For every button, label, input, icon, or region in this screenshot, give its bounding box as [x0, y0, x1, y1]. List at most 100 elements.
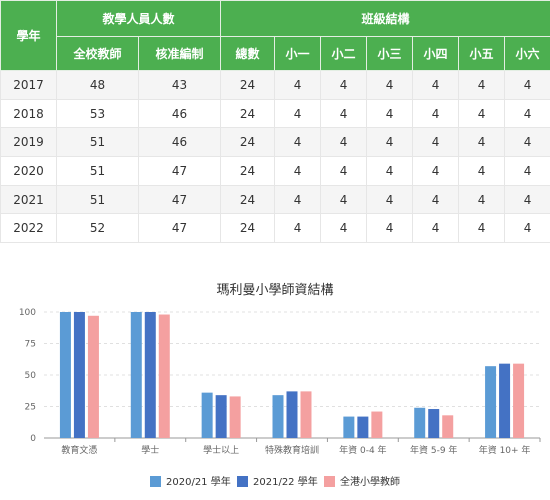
header-sub-col: 核准編制	[137, 36, 222, 71]
table-cell: 47	[137, 213, 222, 244]
table-cell: 4	[274, 184, 322, 215]
bar	[357, 416, 369, 438]
table-cell: 4	[458, 98, 506, 129]
table-cell: 46	[137, 98, 222, 129]
table-row: 2020 51 47 24 4 4 4 4 4 4	[0, 156, 550, 186]
header-year: 學年	[0, 0, 57, 71]
table-cell: 4	[504, 156, 550, 186]
teacher-qualification-chart: 瑪利曼小學師資結構 0 25 50 75 100 教育文憑 學士 學士以上 特殊教育培訓 年資 …	[19, 283, 541, 488]
x-tick-label: 年資 10+ 年	[479, 444, 531, 456]
year-cell: 2020	[0, 156, 57, 186]
table-cell: 24	[220, 156, 276, 186]
table-cell: 51	[56, 184, 139, 215]
year-cell: 2022	[0, 213, 57, 244]
bar	[286, 391, 298, 438]
chart-title: 瑪利曼小學師資結構	[216, 283, 333, 298]
table-cell: 4	[274, 98, 322, 129]
year-cell: 2021	[0, 184, 57, 215]
table-row: 2021 51 47 24 4 4 4 4 4 4	[0, 184, 550, 215]
table-cell: 47	[137, 156, 222, 186]
table-cell: 4	[412, 98, 460, 129]
table-row: 2022 52 47 24 4 4 4 4 4 4	[0, 213, 550, 244]
year-cell: 2019	[0, 127, 57, 158]
y-tick-label: 100	[19, 308, 36, 318]
header-teaching-staff: 教學人員人數	[55, 0, 222, 37]
legend-label: 2020/21 學年	[166, 475, 231, 488]
bar	[73, 312, 85, 438]
table-cell: 4	[504, 127, 550, 158]
bar	[144, 312, 156, 438]
table-cell: 4	[320, 156, 368, 186]
legend-swatch	[150, 476, 161, 487]
table-cell: 4	[274, 70, 322, 100]
x-tick-label: 教育文憑	[61, 444, 97, 456]
table-cell: 4	[366, 184, 414, 215]
table-cell: 4	[458, 127, 506, 158]
table-cell: 4	[458, 156, 506, 186]
table-cell: 4	[504, 213, 550, 244]
bar	[414, 407, 426, 438]
table-cell: 4	[366, 213, 414, 244]
table-cell: 53	[56, 98, 139, 129]
bar	[499, 363, 511, 438]
header-class-structure: 班級結構	[220, 0, 550, 37]
table-cell: 4	[504, 184, 550, 215]
table-cell: 4	[274, 156, 322, 186]
table-cell: 51	[56, 156, 139, 186]
y-tick-label: 75	[25, 340, 36, 350]
bar	[229, 396, 241, 438]
table-cell: 4	[412, 127, 460, 158]
bar	[130, 312, 142, 438]
table-cell: 24	[220, 213, 276, 244]
table-cell: 4	[366, 98, 414, 129]
header-sub-col: 小三	[366, 36, 414, 71]
table-cell: 43	[137, 70, 222, 100]
y-tick-label: 0	[30, 434, 36, 444]
table-cell: 24	[220, 127, 276, 158]
bar	[87, 315, 99, 438]
legend-label: 全港小學教師	[340, 475, 400, 488]
bar	[343, 416, 355, 438]
table-cell: 4	[366, 127, 414, 158]
bar	[485, 366, 497, 438]
table-cell: 24	[220, 184, 276, 215]
table-cell: 47	[137, 184, 222, 215]
table-cell: 4	[412, 184, 460, 215]
table-row: 2018 53 46 24 4 4 4 4 4 4	[0, 98, 550, 129]
header-sub-col: 小一	[274, 36, 322, 71]
table-cell: 51	[56, 127, 139, 158]
bar	[59, 312, 71, 438]
year-cell: 2017	[0, 70, 57, 100]
table-cell: 4	[366, 156, 414, 186]
x-tick-label: 特殊教育培訓	[265, 444, 319, 456]
table-cell: 4	[366, 70, 414, 100]
table-cell: 4	[412, 156, 460, 186]
table-cell: 4	[320, 127, 368, 158]
table-row: 2017 48 43 24 4 4 4 4 4 4	[0, 70, 550, 100]
legend-swatch	[237, 476, 248, 487]
header-sub-col: 小四	[412, 36, 460, 71]
table-cell: 4	[320, 98, 368, 129]
header-sub-col: 小六	[504, 36, 550, 71]
x-tick-label: 學士以上	[203, 444, 239, 456]
table-cell: 4	[504, 70, 550, 100]
table-cell: 52	[56, 213, 139, 244]
bar	[371, 411, 383, 438]
table-cell: 4	[504, 98, 550, 129]
bar	[300, 391, 312, 438]
table-cell: 4	[320, 213, 368, 244]
bar	[272, 395, 284, 438]
bar	[201, 392, 213, 438]
table-cell: 24	[220, 98, 276, 129]
header-sub-col: 小五	[458, 36, 506, 71]
bar	[513, 363, 525, 438]
table-cell: 24	[220, 70, 276, 100]
x-tick-label: 年資 5-9 年	[410, 444, 457, 456]
table-cell: 46	[137, 127, 222, 158]
legend-label: 2021/22 學年	[253, 475, 318, 488]
table-cell: 48	[56, 70, 139, 100]
bar	[215, 395, 227, 438]
table-cell: 4	[274, 213, 322, 244]
x-tick-label: 年資 0-4 年	[339, 444, 386, 456]
x-tick-label: 學士	[141, 444, 159, 456]
